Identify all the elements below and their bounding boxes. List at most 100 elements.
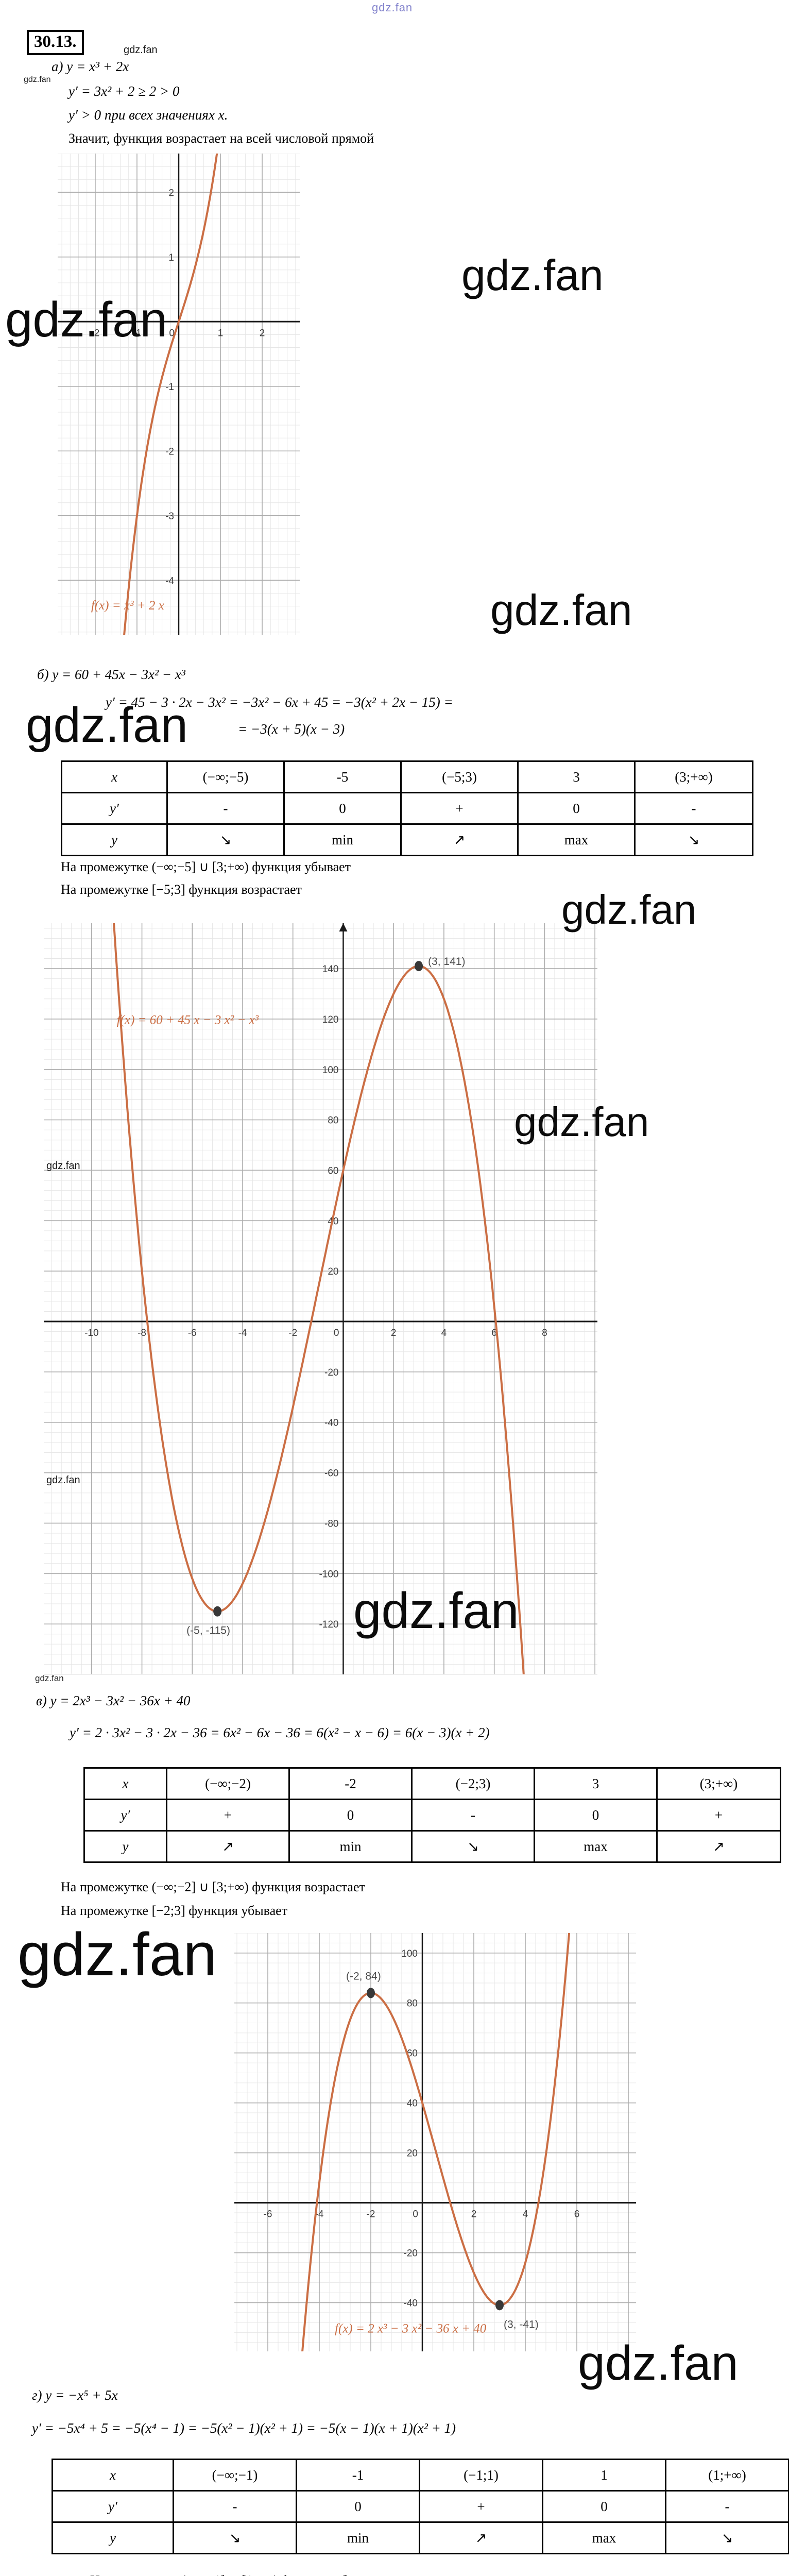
table-cell: -5 [283,760,402,793]
conclusion-v-increasing: На промежутке (−∞;−2] ∪ [3;+∞) функция в… [61,1879,365,1894]
table-cell: max [534,1830,658,1863]
conclusion-b-decreasing: На промежутке (−∞;−5] ∪ [3;+∞) функция у… [61,859,351,874]
svg-text:-4: -4 [165,575,174,586]
table-cell: x [61,760,168,793]
curve-formula-label: f(x) = x³ + 2 x [91,599,164,613]
table-cell: - [166,792,285,825]
table-row: y′ +0-0 + [83,1799,781,1832]
svg-text:120: 120 [322,1014,339,1025]
formula-b-derivative-1: y′ = 45 − 3 · 2x − 3x² = −3x² − 6x + 45 … [106,694,453,710]
formula-a-sign: y′ > 0 при всех значениях x. [68,107,228,123]
table-cell: min [283,823,402,856]
table-cell: (−∞;−5) [166,760,285,793]
table-cell: -2 [288,1767,413,1800]
svg-text:-80: -80 [324,1518,338,1529]
svg-text:4: 4 [441,1328,447,1338]
table-cell: min [296,2521,420,2554]
table-cell: (−∞;−1) [173,2459,297,2492]
svg-text:2: 2 [168,188,174,198]
table-cell: 0 [283,792,402,825]
table-cell: + [400,792,519,825]
formula-v-derivative: y′ = 2 · 3x² − 3 · 2x − 36 = 6x² − 6x − … [70,1725,490,1740]
svg-text:0: 0 [334,1328,339,1338]
svg-text:-6: -6 [264,2209,272,2220]
monotonicity-table-g: x (−∞;−1) -1 (−1;1) 1 (1;+∞) y′ -0 +0- y ↘ min ↗ max ↘ [52,2459,789,2554]
table-cell: ↗ [166,1830,290,1863]
svg-text:80: 80 [407,1998,418,2009]
svg-text:-120: -120 [319,1619,338,1630]
conclusion-g-decreasing: На промежутке (−∞;−1] ∪ [1;+∞) функция у… [90,2573,380,2576]
table-cell: 3 [534,1767,658,1800]
svg-text:2: 2 [260,328,265,338]
table-row: x (−∞;−2) -2 (−2;3) 3 (3;+∞) [83,1767,781,1800]
svg-text:-4: -4 [315,2209,324,2220]
table-cell: 0 [534,1799,658,1832]
svg-text:100: 100 [322,1065,339,1076]
table-cell: y′ [52,2490,174,2523]
svg-text:8: 8 [542,1328,547,1338]
svg-text:20: 20 [407,2148,418,2159]
svg-text:-10: -10 [84,1328,98,1338]
table-cell: ↘ [166,823,285,856]
monotonicity-table-b: x (−∞;−5) -5 (−5;3) 3 (3;+∞) y′ -0 +0- y ↘ min ↗ max ↘ [61,760,753,856]
table-cell: (−5;3) [400,760,519,793]
table-cell: 0 [542,2490,666,2523]
table-cell: ↗ [400,823,519,856]
svg-text:40: 40 [407,2098,418,2109]
table-cell: (−∞;−2) [166,1767,290,1800]
table-cell: x [52,2459,174,2492]
svg-text:1: 1 [168,252,174,263]
svg-text:(3, -41): (3, -41) [504,2318,539,2330]
watermark: gdz.fan [5,292,167,347]
table-cell: 0 [296,2490,420,2523]
svg-text:-40: -40 [324,1418,338,1429]
table-cell: 3 [517,760,636,793]
table-cell: -1 [296,2459,420,2492]
svg-text:-6: -6 [188,1328,197,1338]
curve-formula-label: f(x) = 2 x³ − 3 x² − 36 x + 40 [335,2322,487,2336]
table-row: y′ -0 +0- [52,2490,789,2523]
svg-text:-2: -2 [91,328,99,338]
svg-text:6: 6 [574,2209,580,2220]
table-cell: - [634,792,753,825]
problem-number: 30.13. [27,30,84,55]
curve-formula-label: f(x) = 60 + 45 x − 3 x² − x³ [117,1013,259,1027]
conclusion-a: Значит, функция возрастает на всей число… [68,131,374,146]
table-cell: y′ [83,1799,167,1832]
table-cell: ↘ [411,1830,535,1863]
svg-text:60: 60 [328,1165,338,1176]
graph-cubic-60-45x: -10 -8 -6 -4 -2 2 4 6 8 140 120 100 80 60 40 20 -20 -40 -6… [44,923,597,1674]
svg-text:(3, 141): (3, 141) [428,956,465,968]
watermark: gdz.fan [372,1,413,14]
formula-g-derivative: y′ = −5x⁴ + 5 = −5(x⁴ − 1) = −5(x² − 1)(… [32,2420,456,2436]
svg-text:-1: -1 [165,382,174,393]
watermark: gdz.fan [124,44,158,56]
table-cell: (−2;3) [411,1767,535,1800]
table-cell: min [288,1830,413,1863]
watermark: gdz.fan [18,1921,217,1989]
svg-text:-40: -40 [404,2298,418,2309]
svg-text:-3: -3 [165,511,174,522]
table-cell: (1;+∞) [665,2459,789,2492]
table-cell: + [656,1799,781,1832]
table-row: y′ -0 +0- [61,792,753,825]
table-cell: + [166,1799,290,1832]
table-cell: 0 [288,1799,413,1832]
watermark: gdz.fan [353,1582,519,1639]
svg-text:(-2, 84): (-2, 84) [346,1970,381,1982]
svg-text:0: 0 [413,2209,418,2220]
watermark: gdz.fan [24,75,51,84]
watermark: gdz.fan [35,1673,64,1683]
svg-text:0: 0 [169,328,175,338]
formula-g-function: г) y = −x⁵ + 5x [32,2387,118,2403]
table-cell: ↗ [656,1830,781,1863]
svg-text:-4: -4 [238,1328,247,1338]
table-cell: max [542,2521,666,2554]
svg-text:140: 140 [322,964,339,975]
table-cell: (3;+∞) [656,1767,781,1800]
table-cell: ↗ [419,2521,543,2554]
table-row: y ↘ min ↗ max ↘ [61,823,753,856]
svg-text:-2: -2 [367,2209,375,2220]
watermark: gdz.fan [514,1099,649,1145]
